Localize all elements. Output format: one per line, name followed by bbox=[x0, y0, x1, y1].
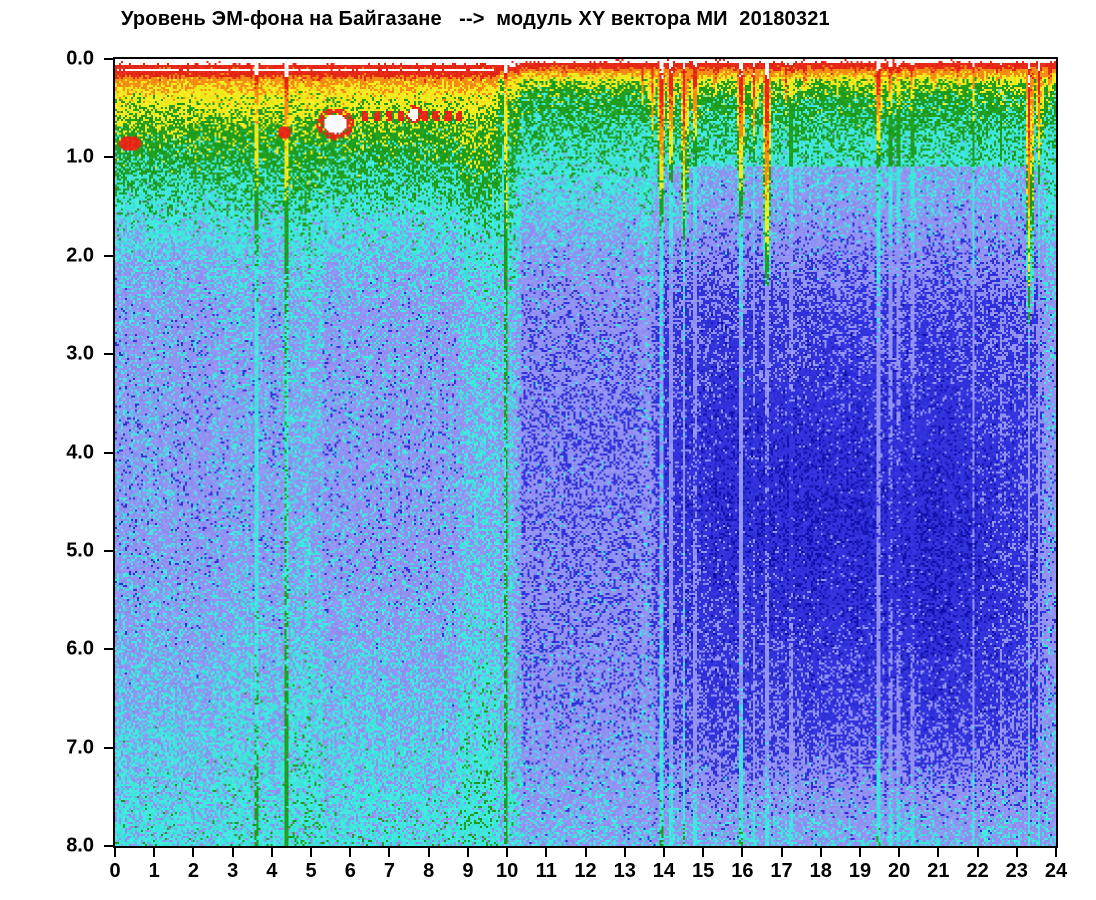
x-tick-mark bbox=[976, 848, 979, 857]
x-tick-mark bbox=[584, 848, 587, 857]
plot-area bbox=[113, 57, 1058, 848]
x-tick-label: 4 bbox=[266, 860, 278, 882]
x-tick-mark bbox=[153, 848, 156, 857]
x-tick-mark bbox=[662, 848, 665, 857]
x-tick-mark bbox=[310, 848, 313, 857]
x-tick-mark bbox=[937, 848, 940, 857]
x-tick-mark bbox=[702, 848, 705, 857]
x-tick-label: 17 bbox=[770, 860, 793, 882]
y-tick-mark bbox=[104, 845, 113, 847]
y-tick-mark bbox=[104, 648, 113, 651]
x-tick-mark bbox=[1015, 848, 1018, 857]
x-tick-label: 19 bbox=[848, 860, 872, 882]
y-tick-label: 8.0 bbox=[66, 834, 94, 857]
x-axis-ticks bbox=[114, 848, 1057, 857]
chart-title: Уровень ЭМ-фона на Байгазане --> модуль … bbox=[121, 8, 830, 30]
x-tick-label: 0 bbox=[109, 860, 121, 882]
y-tick-label: 4.0 bbox=[66, 441, 94, 463]
y-tick-mark bbox=[104, 746, 113, 749]
x-tick-mark bbox=[623, 848, 626, 857]
x-tick-mark bbox=[231, 848, 234, 857]
x-tick-label: 23 bbox=[1005, 860, 1028, 882]
x-tick-label: 12 bbox=[574, 860, 597, 882]
x-tick-label: 6 bbox=[344, 860, 356, 882]
y-tick-mark bbox=[104, 549, 113, 552]
y-tick-mark bbox=[104, 58, 113, 60]
x-tick-mark bbox=[427, 848, 430, 857]
x-tick-label: 2 bbox=[187, 860, 199, 882]
x-tick-mark bbox=[898, 848, 901, 857]
y-tick-mark bbox=[104, 156, 113, 159]
x-tick-mark bbox=[780, 848, 783, 857]
y-tick-label: 3.0 bbox=[66, 342, 94, 365]
x-tick-label: 13 bbox=[613, 860, 636, 882]
x-tick-mark bbox=[858, 848, 861, 857]
x-tick-label: 20 bbox=[888, 860, 911, 882]
x-tick-label: 3 bbox=[227, 860, 239, 882]
x-tick-mark bbox=[506, 848, 509, 857]
x-tick-label: 21 bbox=[927, 860, 950, 882]
y-tick-mark bbox=[104, 353, 113, 356]
x-tick-label: 1 bbox=[148, 860, 160, 882]
x-tick-label: 5 bbox=[305, 860, 317, 882]
x-tick-mark bbox=[466, 848, 469, 857]
x-tick-label: 14 bbox=[652, 860, 676, 882]
y-axis-ticks bbox=[104, 58, 113, 847]
x-tick-mark bbox=[388, 848, 391, 857]
y-tick-label: 2.0 bbox=[66, 244, 94, 267]
x-tick-label: 8 bbox=[423, 860, 435, 882]
x-tick-label: 22 bbox=[966, 860, 989, 882]
x-tick-mark bbox=[819, 848, 822, 857]
x-tick-mark bbox=[741, 848, 744, 857]
x-tick-mark bbox=[349, 848, 352, 857]
x-tick-label: 24 bbox=[1044, 860, 1068, 882]
x-tick-label: 10 bbox=[495, 860, 519, 882]
y-tick-mark bbox=[104, 254, 113, 257]
x-tick-mark bbox=[192, 848, 195, 857]
x-tick-label: 9 bbox=[462, 860, 474, 882]
x-tick-label: 18 bbox=[809, 860, 832, 882]
x-tick-label: 11 bbox=[535, 860, 557, 882]
x-axis-labels: 0 1 2 3 4 5 6 7 8 9 10 11 12 13 14 15 16 17 18 19 20 21 22 23 24 bbox=[109, 860, 1067, 884]
y-tick-mark bbox=[104, 451, 113, 454]
x-tick-mark bbox=[114, 848, 116, 857]
y-tick-label: 5.0 bbox=[66, 539, 94, 562]
y-tick-label: 7.0 bbox=[66, 736, 94, 759]
x-tick-label: 16 bbox=[731, 860, 754, 882]
x-tick-mark bbox=[545, 848, 548, 857]
y-tick-label: 0.0 bbox=[66, 47, 94, 70]
y-axis-labels: 0.0 1.0 2.0 3.0 4.0 5.0 6.0 7.0 8.0 bbox=[28, 48, 94, 857]
x-tick-label: 15 bbox=[692, 860, 715, 882]
x-tick-mark bbox=[1055, 848, 1057, 857]
spectrogram-canvas bbox=[115, 59, 1056, 846]
y-tick-label: 1.0 bbox=[66, 145, 94, 168]
x-tick-label: 7 bbox=[383, 860, 396, 882]
x-tick-mark bbox=[270, 848, 273, 857]
y-tick-label: 6.0 bbox=[66, 637, 94, 660]
